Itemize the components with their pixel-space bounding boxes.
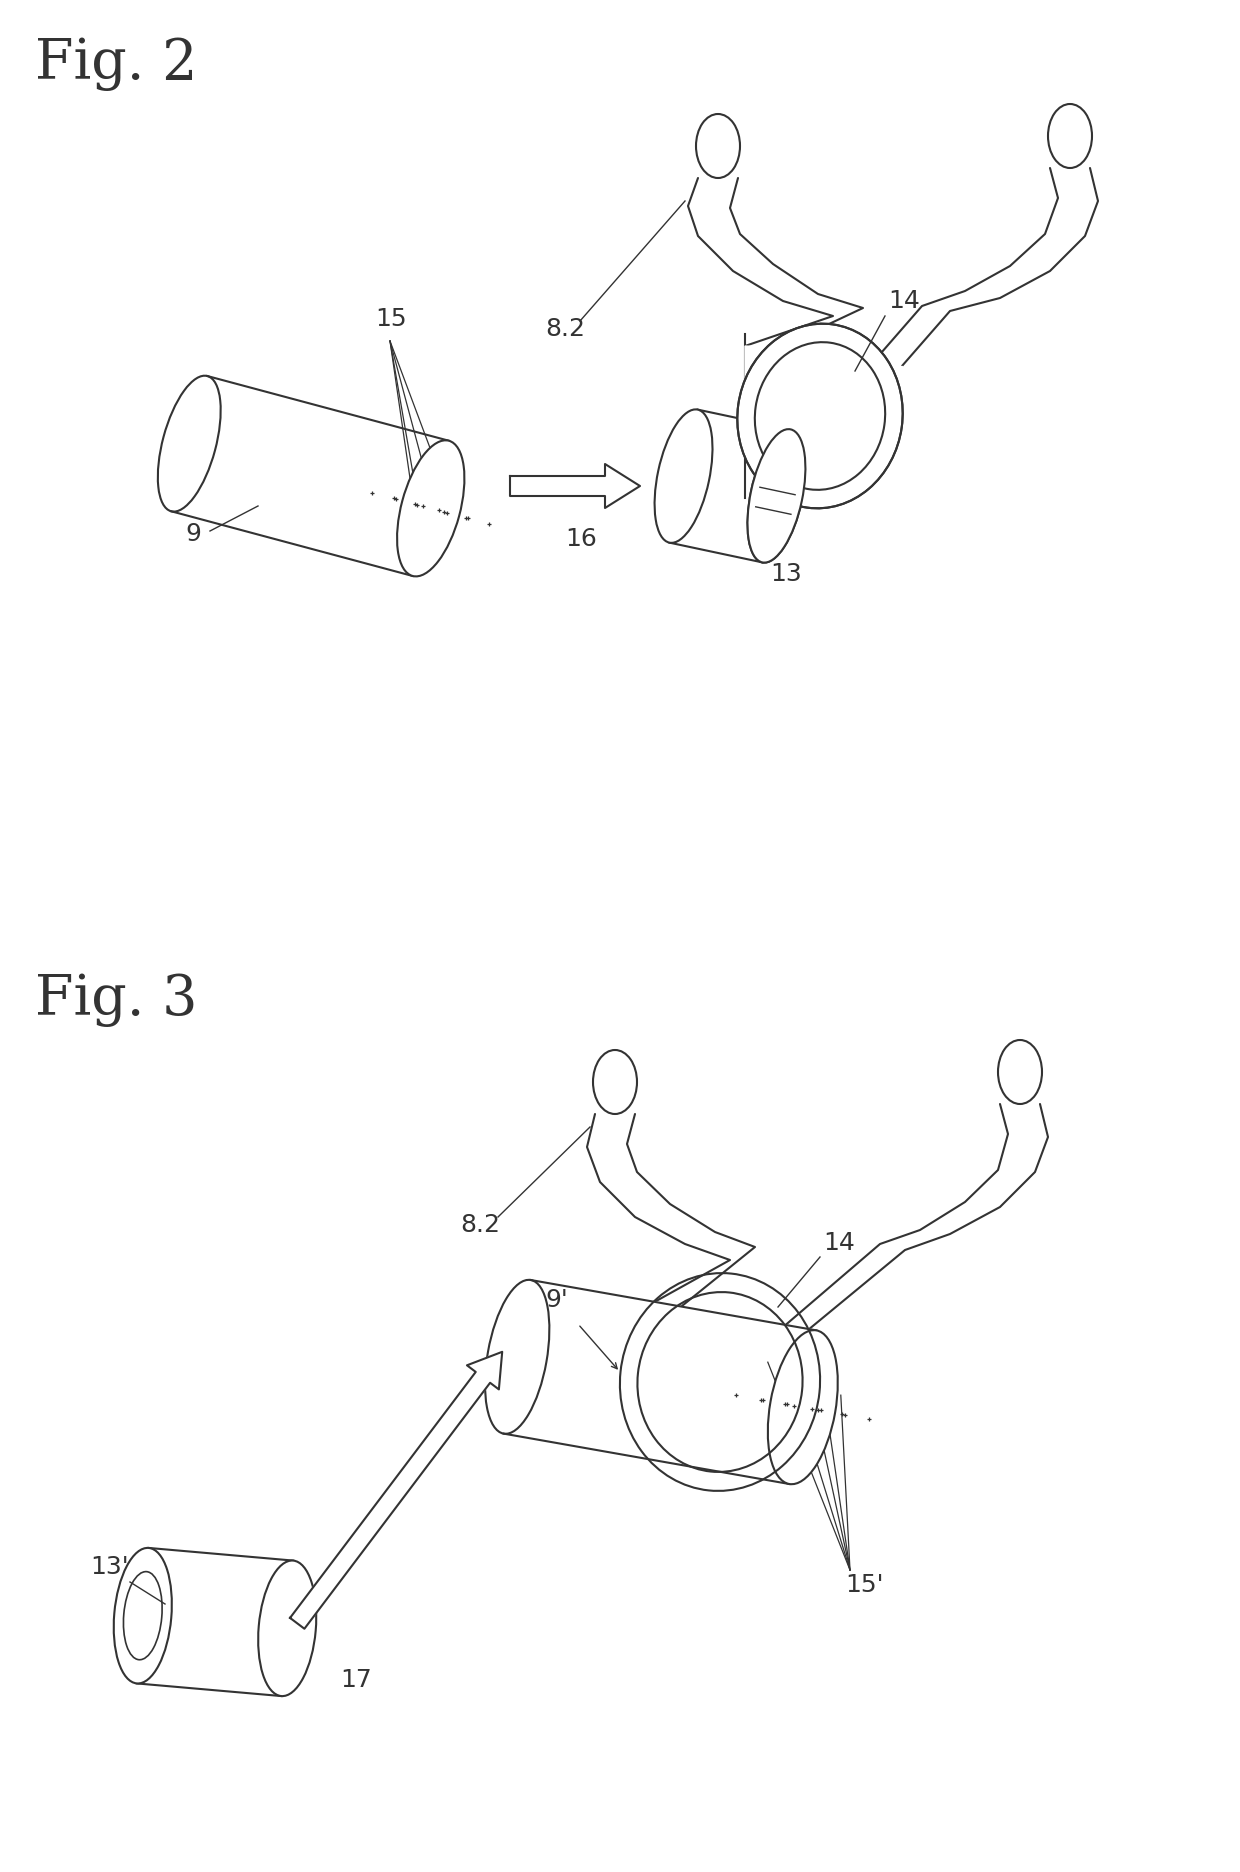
Polygon shape xyxy=(510,464,640,507)
Ellipse shape xyxy=(755,343,885,490)
Polygon shape xyxy=(640,1310,672,1402)
Text: 15: 15 xyxy=(374,307,407,331)
Polygon shape xyxy=(171,376,449,577)
Text: 8.2: 8.2 xyxy=(460,1213,500,1237)
Polygon shape xyxy=(290,1352,502,1629)
Text: 14: 14 xyxy=(888,288,920,313)
Ellipse shape xyxy=(157,376,221,511)
Ellipse shape xyxy=(1048,105,1092,168)
Text: 9': 9' xyxy=(546,1288,568,1312)
Text: 14: 14 xyxy=(823,1232,854,1254)
Text: 13: 13 xyxy=(770,562,802,586)
Polygon shape xyxy=(775,1329,808,1402)
Ellipse shape xyxy=(258,1561,316,1696)
Polygon shape xyxy=(136,1548,293,1696)
Ellipse shape xyxy=(114,1548,172,1683)
Ellipse shape xyxy=(485,1280,549,1434)
Text: 17: 17 xyxy=(340,1668,372,1692)
Ellipse shape xyxy=(748,429,806,563)
Polygon shape xyxy=(503,1280,816,1484)
Text: Fig. 3: Fig. 3 xyxy=(35,972,197,1026)
Text: 9: 9 xyxy=(185,522,201,547)
Text: 13': 13' xyxy=(91,1556,129,1578)
Text: 8.2: 8.2 xyxy=(546,316,585,341)
Polygon shape xyxy=(670,410,791,562)
Ellipse shape xyxy=(738,324,903,509)
Ellipse shape xyxy=(748,429,806,563)
Text: 16: 16 xyxy=(565,528,596,550)
Ellipse shape xyxy=(593,1050,637,1114)
Text: 15': 15' xyxy=(844,1572,883,1597)
Ellipse shape xyxy=(696,114,740,178)
Polygon shape xyxy=(868,367,901,436)
Ellipse shape xyxy=(397,440,465,577)
Ellipse shape xyxy=(998,1041,1042,1104)
Polygon shape xyxy=(745,346,777,436)
Ellipse shape xyxy=(768,1331,838,1484)
Text: Fig. 2: Fig. 2 xyxy=(35,36,197,90)
Ellipse shape xyxy=(124,1572,162,1660)
Ellipse shape xyxy=(655,410,713,543)
